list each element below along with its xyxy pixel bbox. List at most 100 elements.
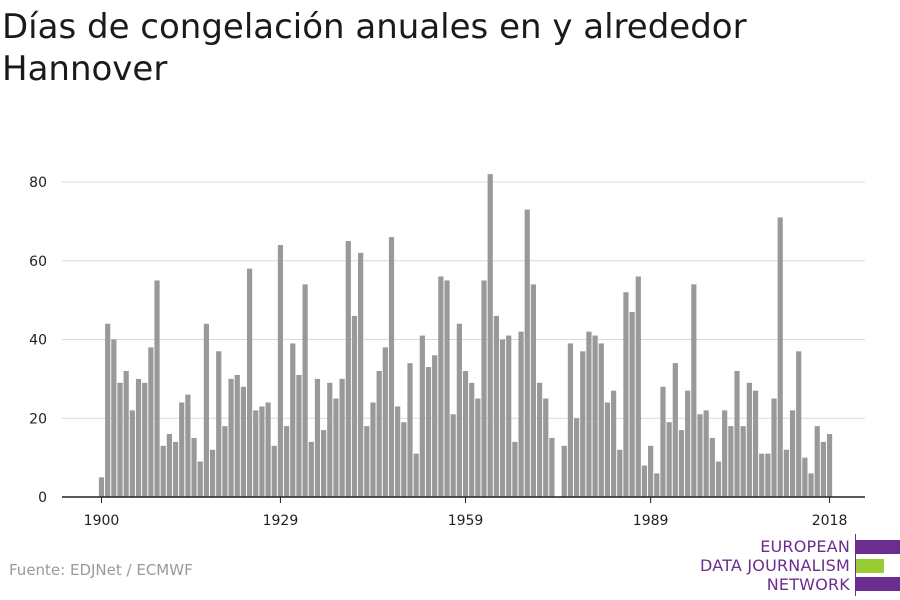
bar-1903 [117, 382, 123, 497]
bar-1940 [345, 241, 351, 497]
bar-1912 [172, 441, 179, 498]
logo-line-1: EUROPEAN [760, 537, 850, 556]
bar-1943 [364, 426, 370, 498]
bar-1960 [469, 382, 475, 497]
bar-1956 [444, 280, 450, 497]
bar-1944 [370, 402, 376, 497]
bar-1941 [351, 315, 358, 498]
bar-2001 [722, 410, 728, 498]
bar-1929 [277, 245, 284, 497]
bar-1928 [271, 445, 277, 497]
bars [98, 174, 833, 498]
bar-1915 [191, 437, 197, 497]
bar-1964 [493, 315, 499, 498]
bar-2018 [826, 434, 833, 497]
bar-1952 [419, 335, 425, 497]
bar-2015 [808, 473, 814, 498]
bar-1937 [327, 382, 333, 497]
bar-1961 [475, 398, 481, 497]
bar-1967 [512, 441, 518, 498]
bar-1986 [629, 311, 635, 497]
y-tick-label-80: 80 [29, 175, 47, 191]
x-tick-label-2018: 2018 [812, 513, 848, 529]
bar-1969 [524, 209, 530, 497]
bar-1995 [685, 390, 691, 497]
bar-1970 [530, 284, 536, 498]
bar-1972 [543, 398, 549, 497]
bar-1938 [333, 398, 339, 497]
bar-1983 [611, 390, 617, 497]
bar-1939 [339, 378, 345, 498]
bar-1992 [666, 422, 672, 497]
bar-1982 [604, 402, 611, 497]
bar-1976 [567, 343, 574, 497]
bar-1948 [395, 406, 401, 497]
bar-1959 [462, 371, 469, 497]
bar-1981 [598, 343, 604, 497]
bar-1953 [425, 367, 432, 497]
x-axis [62, 496, 865, 503]
bar-1935 [314, 378, 321, 498]
bar-1934 [308, 441, 314, 498]
bar-1989 [648, 445, 654, 497]
bar-1949 [401, 422, 407, 497]
bar-2011 [783, 449, 789, 497]
logo-line-2: DATA JOURNALISM [700, 556, 850, 575]
bar-1930 [284, 426, 290, 498]
bar-1980 [592, 335, 598, 497]
bar-1950 [407, 363, 413, 498]
bar-2007 [759, 453, 765, 497]
y-axis-tick-labels: 0 20 40 60 80 [29, 175, 47, 506]
bar-1933 [302, 284, 308, 498]
bar-1999 [709, 437, 715, 497]
bar-1997 [697, 414, 703, 497]
bar-1955 [438, 276, 444, 497]
bar-1914 [185, 394, 191, 498]
bar-1951 [413, 453, 419, 497]
bar-1918 [209, 449, 216, 497]
x-tick-label-1989: 1989 [633, 513, 669, 529]
bar-1984 [617, 449, 623, 497]
bar-1977 [573, 418, 580, 497]
bar-1920 [222, 426, 228, 498]
bar-2000 [715, 461, 722, 497]
bar-1957 [450, 414, 456, 497]
bar-2010 [777, 217, 783, 497]
bar-1975 [561, 445, 567, 497]
bar-1911 [166, 434, 172, 497]
bar-1905 [129, 410, 135, 498]
bar-1998 [703, 410, 709, 498]
bar-2002 [728, 426, 734, 498]
x-tick-label-1900: 1900 [84, 513, 120, 529]
bar-2006 [752, 390, 759, 497]
bar-1988 [641, 465, 648, 497]
bar-1908 [148, 347, 154, 498]
bar-1979 [586, 331, 592, 498]
bar-1910 [160, 445, 166, 497]
bar-1942 [358, 252, 364, 498]
logo-line-3: NETWORK [766, 575, 850, 594]
bar-1916 [197, 461, 203, 497]
bar-1931 [290, 343, 296, 497]
bar-1906 [135, 378, 142, 498]
bar-1966 [506, 335, 512, 497]
bar-2016 [814, 426, 820, 498]
edjnet-logo: EUROPEAN DATA JOURNALISM NETWORK [680, 534, 900, 596]
bar-1978 [580, 351, 586, 497]
bar-1924 [246, 268, 253, 498]
bar-1993 [672, 363, 678, 498]
bar-1963 [487, 174, 493, 498]
bar-1909 [154, 280, 160, 497]
bar-1945 [376, 371, 382, 497]
bar-1927 [265, 402, 271, 497]
bar-1926 [259, 406, 265, 497]
logo-bar-green [856, 559, 884, 573]
bar-1901 [105, 323, 111, 497]
bar-1971 [536, 382, 543, 497]
source-note: Fuente: EDJNet / ECMWF [9, 561, 193, 579]
y-tick-label-20: 20 [29, 411, 47, 427]
bar-1904 [123, 371, 129, 497]
bar-1973 [549, 437, 555, 497]
x-axis-tick-labels: 1900 1929 1959 1989 2018 [84, 513, 848, 529]
